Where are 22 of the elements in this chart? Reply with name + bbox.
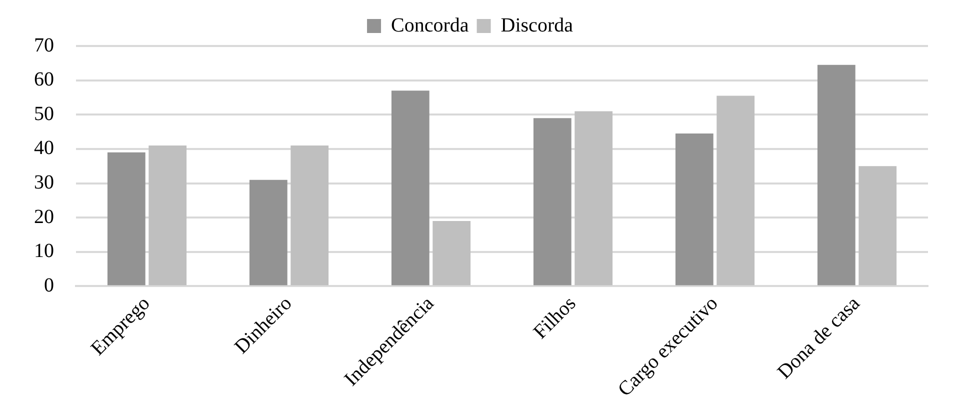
- bar: [716, 96, 755, 286]
- y-tick-label: 30: [34, 172, 54, 194]
- y-tick-label: 50: [34, 102, 54, 125]
- y-tick-label: 20: [34, 206, 54, 228]
- bar: [675, 134, 714, 286]
- y-tick-label: 0: [44, 274, 54, 296]
- bar: [290, 146, 329, 286]
- y-tick-label: 10: [34, 240, 54, 262]
- bar: [574, 111, 613, 286]
- y-tick-label: 70: [34, 34, 54, 56]
- bar: [533, 118, 572, 286]
- bar: [107, 152, 146, 286]
- legend-label: Concorda: [391, 14, 469, 36]
- legend-label: Discorda: [500, 14, 574, 36]
- bar: [249, 180, 288, 286]
- bar: [432, 221, 471, 286]
- bar: [148, 146, 187, 286]
- bar: [391, 90, 430, 286]
- y-tick-label: 60: [34, 68, 54, 91]
- bar: [817, 64, 856, 286]
- bar: [858, 166, 897, 286]
- y-tick-label: 40: [34, 137, 54, 160]
